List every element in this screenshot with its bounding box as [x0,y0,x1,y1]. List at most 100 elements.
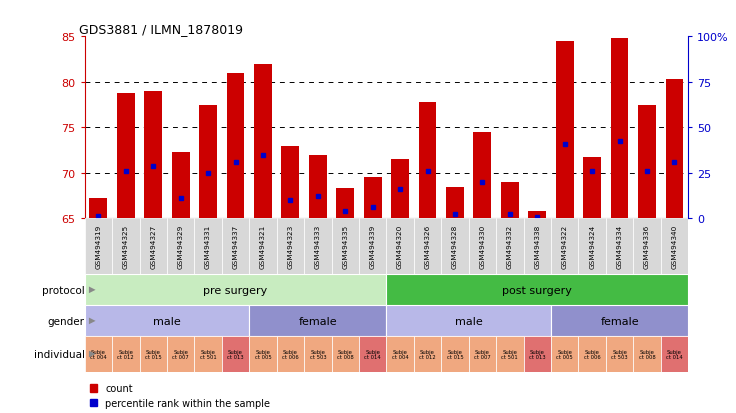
Bar [364,178,381,219]
Bar [331,337,359,372]
Text: protocol: protocol [42,285,85,295]
Bar [556,42,573,219]
Bar [469,337,496,372]
Bar [250,306,386,337]
Bar [414,219,442,275]
Text: GSM494325: GSM494325 [123,225,129,269]
Bar [112,219,140,275]
Text: Subje
ct 012: Subje ct 012 [420,349,436,359]
Bar [611,39,629,219]
Text: Subje
ct 007: Subje ct 007 [172,349,189,359]
Bar [167,219,194,275]
Bar [638,105,656,219]
Bar [254,64,272,219]
Bar [281,146,300,219]
Text: Subje
ct 014: Subje ct 014 [666,349,683,359]
Bar [501,183,519,219]
Bar [250,337,277,372]
Bar [359,337,386,372]
Text: GSM494321: GSM494321 [260,225,266,269]
Text: Subje
ct 501: Subje ct 501 [501,349,518,359]
Bar [386,337,414,372]
Bar [199,105,217,219]
Text: Subje
ct 013: Subje ct 013 [227,349,244,359]
Text: GSM494322: GSM494322 [562,225,567,269]
Bar [442,219,469,275]
Text: Subje
ct 503: Subje ct 503 [310,349,326,359]
Bar [144,92,162,219]
Text: female: female [299,316,337,326]
Bar [167,337,194,372]
Bar [277,219,304,275]
Text: male: male [153,316,181,326]
Bar [386,219,414,275]
Text: Subje
ct 008: Subje ct 008 [337,349,353,359]
Text: Subje
ct 015: Subje ct 015 [145,349,162,359]
Text: GSM494323: GSM494323 [287,225,294,269]
Text: GSM494333: GSM494333 [315,225,321,269]
Bar [117,93,135,219]
Bar [661,219,688,275]
Text: GDS3881 / ILMN_1878019: GDS3881 / ILMN_1878019 [79,23,243,36]
Bar [442,337,469,372]
Bar [304,219,331,275]
Text: GSM494326: GSM494326 [425,225,431,269]
Bar [392,160,409,219]
Text: female: female [601,316,639,326]
Text: Subje
ct 005: Subje ct 005 [255,349,272,359]
Text: GSM494338: GSM494338 [534,225,540,269]
Bar [85,219,112,275]
Text: Subje
ct 501: Subje ct 501 [199,349,216,359]
Bar [194,337,222,372]
Bar [304,337,331,372]
Text: GSM494327: GSM494327 [150,225,156,269]
Bar [473,133,492,219]
Text: Subje
ct 015: Subje ct 015 [447,349,464,359]
Bar [227,74,244,219]
Bar [633,337,661,372]
Bar [606,219,633,275]
Text: GSM494339: GSM494339 [369,225,375,269]
Text: male: male [455,316,483,326]
Text: GSM494336: GSM494336 [644,225,650,269]
Bar [469,219,496,275]
Bar [414,337,442,372]
Text: Subje
ct 007: Subje ct 007 [474,349,491,359]
Bar [523,337,551,372]
Bar [386,306,551,337]
Text: Subje
ct 013: Subje ct 013 [529,349,545,359]
Text: GSM494334: GSM494334 [617,225,623,269]
Bar [85,306,250,337]
Bar [250,219,277,275]
Text: GSM494337: GSM494337 [233,225,238,269]
Text: Subje
ct 503: Subje ct 503 [612,349,628,359]
Text: GSM494330: GSM494330 [479,225,486,269]
Bar [551,337,578,372]
Text: GSM494331: GSM494331 [205,225,211,269]
Text: pre surgery: pre surgery [203,285,268,295]
Text: GSM494332: GSM494332 [507,225,513,269]
Bar [578,337,606,372]
Text: GSM494324: GSM494324 [589,225,595,269]
Bar [140,337,167,372]
Bar [359,219,386,275]
Text: Subje
ct 005: Subje ct 005 [556,349,573,359]
Text: Subje
ct 014: Subje ct 014 [364,349,381,359]
Bar [140,219,167,275]
Text: individual: individual [34,349,85,359]
Bar [309,155,327,219]
Bar [222,219,250,275]
Text: GSM494319: GSM494319 [96,225,102,269]
Bar [85,337,112,372]
Bar [277,337,304,372]
Text: Subje
ct 008: Subje ct 008 [639,349,655,359]
Bar [194,219,222,275]
Text: Subje
ct 004: Subje ct 004 [90,349,107,359]
Bar [578,219,606,275]
Bar [331,219,359,275]
Bar [85,275,386,306]
Bar [551,306,688,337]
Text: post surgery: post surgery [503,285,572,295]
Bar [633,219,661,275]
Bar [496,219,523,275]
